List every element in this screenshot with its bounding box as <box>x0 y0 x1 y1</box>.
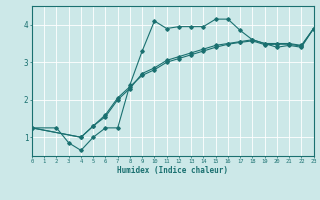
X-axis label: Humidex (Indice chaleur): Humidex (Indice chaleur) <box>117 166 228 175</box>
